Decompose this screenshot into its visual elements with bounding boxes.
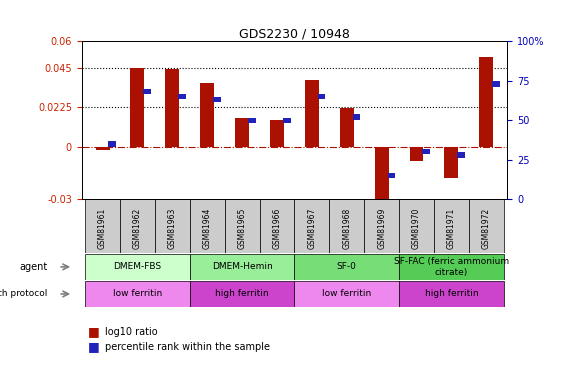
Bar <box>375 147 389 203</box>
Bar <box>143 89 151 94</box>
Bar <box>409 147 423 160</box>
Text: GSM81971: GSM81971 <box>447 207 456 249</box>
Text: SF-FAC (ferric ammonium
citrate): SF-FAC (ferric ammonium citrate) <box>394 257 509 277</box>
Bar <box>294 281 399 307</box>
Text: ■: ■ <box>87 340 99 353</box>
Text: GSM81962: GSM81962 <box>133 207 142 249</box>
Bar <box>423 149 430 154</box>
Bar <box>155 199 189 254</box>
Text: agent: agent <box>19 262 48 272</box>
Bar <box>469 199 504 254</box>
Bar <box>108 141 116 147</box>
Bar <box>166 69 180 147</box>
Text: SF-0: SF-0 <box>337 262 357 272</box>
Bar <box>294 199 329 254</box>
Text: high ferritin: high ferritin <box>424 290 478 298</box>
Text: growth protocol: growth protocol <box>0 290 48 298</box>
Text: GSM81968: GSM81968 <box>342 207 351 249</box>
Bar <box>120 199 155 254</box>
Title: GDS2230 / 10948: GDS2230 / 10948 <box>239 27 350 40</box>
Text: GSM81970: GSM81970 <box>412 207 421 249</box>
Bar <box>457 152 465 157</box>
Bar <box>131 68 145 147</box>
Bar <box>340 108 354 147</box>
Text: DMEM-FBS: DMEM-FBS <box>113 262 161 272</box>
Bar <box>213 97 221 102</box>
Bar <box>388 173 395 178</box>
Bar <box>248 118 256 123</box>
Bar <box>399 281 504 307</box>
Text: GSM81965: GSM81965 <box>238 207 247 249</box>
Text: high ferritin: high ferritin <box>215 290 269 298</box>
Bar <box>189 281 294 307</box>
Text: DMEM-Hemin: DMEM-Hemin <box>212 262 272 272</box>
Bar <box>364 199 399 254</box>
Text: low ferritin: low ferritin <box>322 290 371 298</box>
Text: GSM81964: GSM81964 <box>203 207 212 249</box>
Text: GSM81963: GSM81963 <box>168 207 177 249</box>
Bar <box>305 80 319 147</box>
Text: GSM81967: GSM81967 <box>307 207 317 249</box>
Text: GSM81972: GSM81972 <box>482 207 491 249</box>
Text: percentile rank within the sample: percentile rank within the sample <box>105 342 270 352</box>
Bar <box>224 199 259 254</box>
Text: GSM81961: GSM81961 <box>98 207 107 249</box>
Bar <box>353 114 360 120</box>
Bar <box>189 254 294 280</box>
Bar <box>399 199 434 254</box>
Bar <box>329 199 364 254</box>
Bar <box>492 81 500 87</box>
Text: log10 ratio: log10 ratio <box>105 327 157 337</box>
Bar <box>283 118 290 123</box>
Bar <box>399 254 504 280</box>
Bar <box>189 199 224 254</box>
Bar <box>479 57 493 147</box>
Text: low ferritin: low ferritin <box>113 290 162 298</box>
Bar <box>235 118 249 147</box>
Bar <box>318 94 325 99</box>
Bar <box>178 94 186 99</box>
Bar <box>96 147 110 150</box>
Text: GSM81969: GSM81969 <box>377 207 386 249</box>
Bar <box>270 120 284 147</box>
Bar <box>434 199 469 254</box>
Bar <box>444 147 458 178</box>
Bar <box>85 281 189 307</box>
Text: ■: ■ <box>87 326 99 338</box>
Bar <box>200 83 214 147</box>
Bar <box>294 254 399 280</box>
Bar <box>259 199 294 254</box>
Bar <box>85 199 120 254</box>
Bar <box>85 254 189 280</box>
Text: GSM81966: GSM81966 <box>272 207 282 249</box>
